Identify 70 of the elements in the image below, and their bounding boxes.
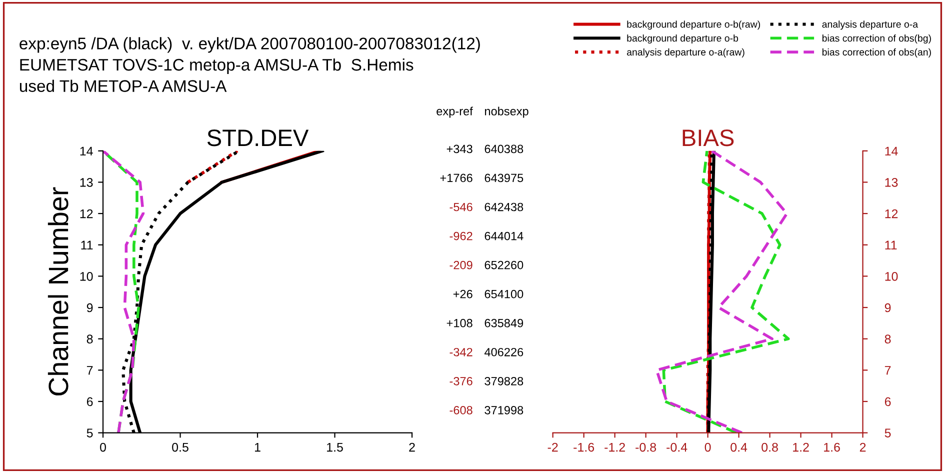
text: +108 [446,318,472,328]
y-tick-label: 8 [884,334,891,344]
text: -608 [450,406,472,414]
x-tick-label: 1.6 [824,442,840,452]
y-tick-label: 10 [80,272,93,281]
text: 635849 [484,318,524,328]
y-tick-label: 9 [884,303,891,312]
text: -546 [450,202,472,212]
y-tick-label: 5 [86,428,93,438]
text: 379828 [484,376,524,386]
text: exp:eyn5 /DA (black) v. eykt/DA 2007080100-2007083012(12) [20,37,480,53]
x-tick-label: 0.8 [762,442,778,452]
y-tick-label: 14 [885,146,898,156]
text: EUMETSAT TOVS-1C metop-a AMSU-A Tb S.Hemis [20,58,414,74]
text: exp-ref [436,106,473,118]
text: +26 [453,290,472,298]
legend-label: bias correction of obs(an) [822,48,931,58]
legend-label: background departure o-b(raw) [627,20,760,30]
y-tick-label: 6 [86,397,93,406]
text: 654100 [484,290,524,298]
text: 406226 [484,348,524,356]
x-tick-label: -0.8 [636,442,656,452]
chart-title: STD.DEV [207,130,309,146]
y-tick-label: 13 [80,178,93,187]
x-tick-label: 1.5 [327,442,343,452]
x-tick-label: 1.2 [793,442,809,452]
y-tick-label: 8 [86,334,93,344]
x-tick-label: -1.6 [574,442,594,452]
y-tick-label: 7 [884,366,891,375]
text: 643975 [484,174,524,182]
x-tick-label: -2 [548,442,558,452]
y-tick-label: 11 [81,240,93,250]
x-tick-label: 0.5 [172,442,188,452]
text: 642438 [484,202,524,212]
legend-label: analysis departure o-a(raw) [626,48,744,58]
x-tick-label: 2 [860,442,866,452]
x-tick-label: 0 [100,442,106,452]
x-tick-label: 1 [254,442,260,452]
x-tick-label: -0.4 [666,442,688,452]
y-tick-label: 9 [86,303,93,312]
y-tick-label: 12 [885,209,898,218]
x-tick-label: -1.2 [604,442,625,452]
x-tick-label: 2 [409,442,415,452]
y-axis-title: Channel Number [48,187,68,396]
x-tick-label: 0.4 [730,442,748,452]
text: -962 [450,232,472,240]
x-tick-label: 0 [704,442,711,452]
text: -342 [450,348,472,356]
text: 652260 [484,260,524,270]
y-tick-label: 12 [80,209,93,218]
legend-label: background departure o-b [627,34,738,44]
text: 371998 [484,406,524,414]
legend-label: bias correction of obs(bg) [822,34,931,44]
text: 644014 [484,232,524,240]
y-tick-label: 14 [80,146,93,156]
text: -376 [450,376,472,386]
chart-title: BIAS [682,130,734,146]
text: nobsexp [485,106,528,118]
text: +343 [446,144,472,154]
text: -209 [450,260,472,270]
y-tick-label: 13 [885,178,898,187]
text: 640388 [484,144,524,154]
y-tick-label: 10 [885,272,898,281]
y-tick-label: 5 [884,428,891,438]
y-tick-label: 11 [885,240,897,250]
y-tick-label: 7 [86,366,93,375]
legend-label: analysis departure o-a [822,20,918,30]
y-tick-label: 6 [884,397,891,406]
text: +1766 [440,174,472,182]
text: used Tb METOP-A AMSU-A [20,80,227,92]
